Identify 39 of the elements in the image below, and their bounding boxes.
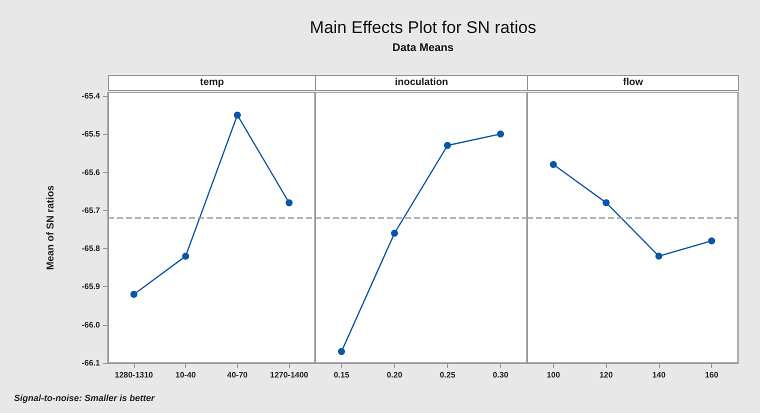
- point: [130, 290, 138, 298]
- chart-subtitle: Data Means: [391, 42, 455, 54]
- x-tick-label: 120: [599, 370, 614, 380]
- x-tick-label: 10-40: [175, 370, 196, 380]
- x-axis-title: inoculation: [315, 75, 528, 91]
- x-tick-label: 160: [704, 370, 719, 380]
- point: [391, 230, 398, 237]
- point: [444, 142, 451, 149]
- y-tick-label: -65.9: [82, 282, 101, 292]
- y-tick-label: -65.8: [82, 244, 101, 254]
- y-tick-label: -65.6: [82, 168, 101, 177]
- x-tick-label: 40-70: [227, 370, 248, 380]
- x-axis-title: temp: [108, 75, 316, 91]
- y-tick-label: -65.4: [82, 92, 101, 100]
- point: [338, 348, 345, 356]
- point: [497, 130, 504, 138]
- x-axis-title: flow: [527, 75, 739, 91]
- x-tick-label: 140: [652, 370, 666, 380]
- point: [286, 199, 293, 206]
- y-tick-label: -65.5: [82, 130, 101, 139]
- x-tick-label: 0.15: [334, 370, 350, 380]
- y-tick-label: -65.7: [82, 206, 101, 215]
- point: [708, 237, 716, 244]
- point: [234, 112, 241, 119]
- x-tick-label: 1280-1310: [114, 370, 154, 380]
- x-tick-label: 0.20: [386, 370, 403, 380]
- text: Signal-to-noise: Smaller is better: [14, 393, 155, 403]
- point: [655, 252, 662, 260]
- y-axis-title: Mean of SN ratios: [46, 184, 56, 270]
- x-tick-label: 0.30: [492, 370, 509, 380]
- x-tick-label: 0.25: [440, 370, 456, 380]
- x-tick-label: 100: [546, 370, 561, 380]
- point: [602, 199, 610, 206]
- point: [550, 161, 557, 168]
- point: [182, 252, 190, 260]
- chart-title: Main Effects Plot for SN ratios: [308, 18, 538, 38]
- y-tick-label: -66.1: [82, 358, 101, 368]
- y-tick-label: -66.0: [82, 320, 101, 330]
- x-tick-label: 1270-1400: [270, 370, 309, 380]
